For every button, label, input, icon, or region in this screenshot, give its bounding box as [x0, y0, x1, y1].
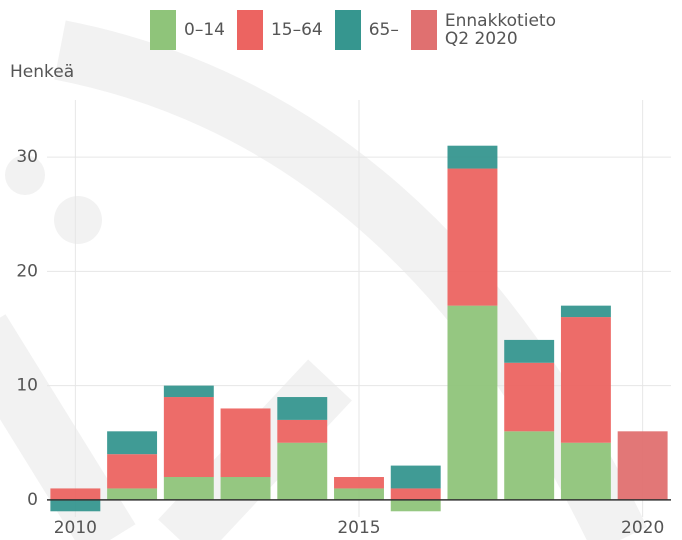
bar: [334, 477, 384, 489]
x-tick-label: 2015: [337, 518, 380, 538]
bar: [107, 488, 158, 500]
legend-label: Ennakkotieto Q2 2020: [444, 11, 556, 49]
watermark-dot: [54, 196, 102, 244]
bar: [107, 454, 158, 489]
bar: [220, 408, 271, 478]
watermark-dot: [5, 155, 45, 195]
legend-item: 15–64: [236, 10, 323, 50]
y-tick-label: 10: [16, 376, 38, 396]
legend-swatch: [236, 10, 263, 50]
bar: [334, 488, 384, 500]
bar: [504, 339, 555, 363]
legend-swatch: [410, 10, 437, 50]
legend-item: 65–: [334, 10, 399, 50]
bar: [447, 305, 498, 500]
legend-label: 65–: [368, 20, 399, 40]
bar: [390, 499, 441, 512]
bar: [163, 477, 214, 500]
bar: [560, 305, 611, 318]
y-tick-label: 30: [16, 147, 38, 167]
y-tick-label: 20: [16, 261, 38, 281]
bar: [277, 442, 328, 500]
bar: [163, 385, 214, 398]
legend-label: 15–64: [270, 20, 323, 40]
bar: [50, 499, 101, 512]
bar: [504, 362, 555, 432]
bar: [107, 431, 158, 455]
bar: [447, 145, 498, 169]
legend-label: 0–14: [184, 20, 225, 40]
bar: [504, 431, 555, 500]
bar: [277, 397, 328, 420]
legend-item: Ennakkotieto Q2 2020: [410, 10, 556, 50]
bar: [277, 419, 328, 443]
y-axis-label: Henkeä: [10, 62, 74, 82]
legend: 0–14 15–64 65– Ennakkotieto Q2 2020: [150, 10, 556, 50]
bar: [560, 442, 611, 500]
bar: [447, 168, 498, 306]
bar: [390, 488, 441, 500]
y-tick-label: 0: [27, 490, 38, 510]
bar: [560, 317, 611, 443]
bar: [50, 488, 101, 500]
bar: [390, 465, 441, 489]
x-tick-label: 2010: [54, 518, 97, 538]
bar: [163, 397, 214, 478]
bar: [617, 431, 668, 500]
bar: [220, 477, 271, 500]
x-tick-label: 2020: [621, 518, 664, 538]
legend-item: 0–14: [150, 10, 225, 50]
legend-swatch: [334, 10, 361, 50]
legend-swatch: [150, 10, 176, 50]
